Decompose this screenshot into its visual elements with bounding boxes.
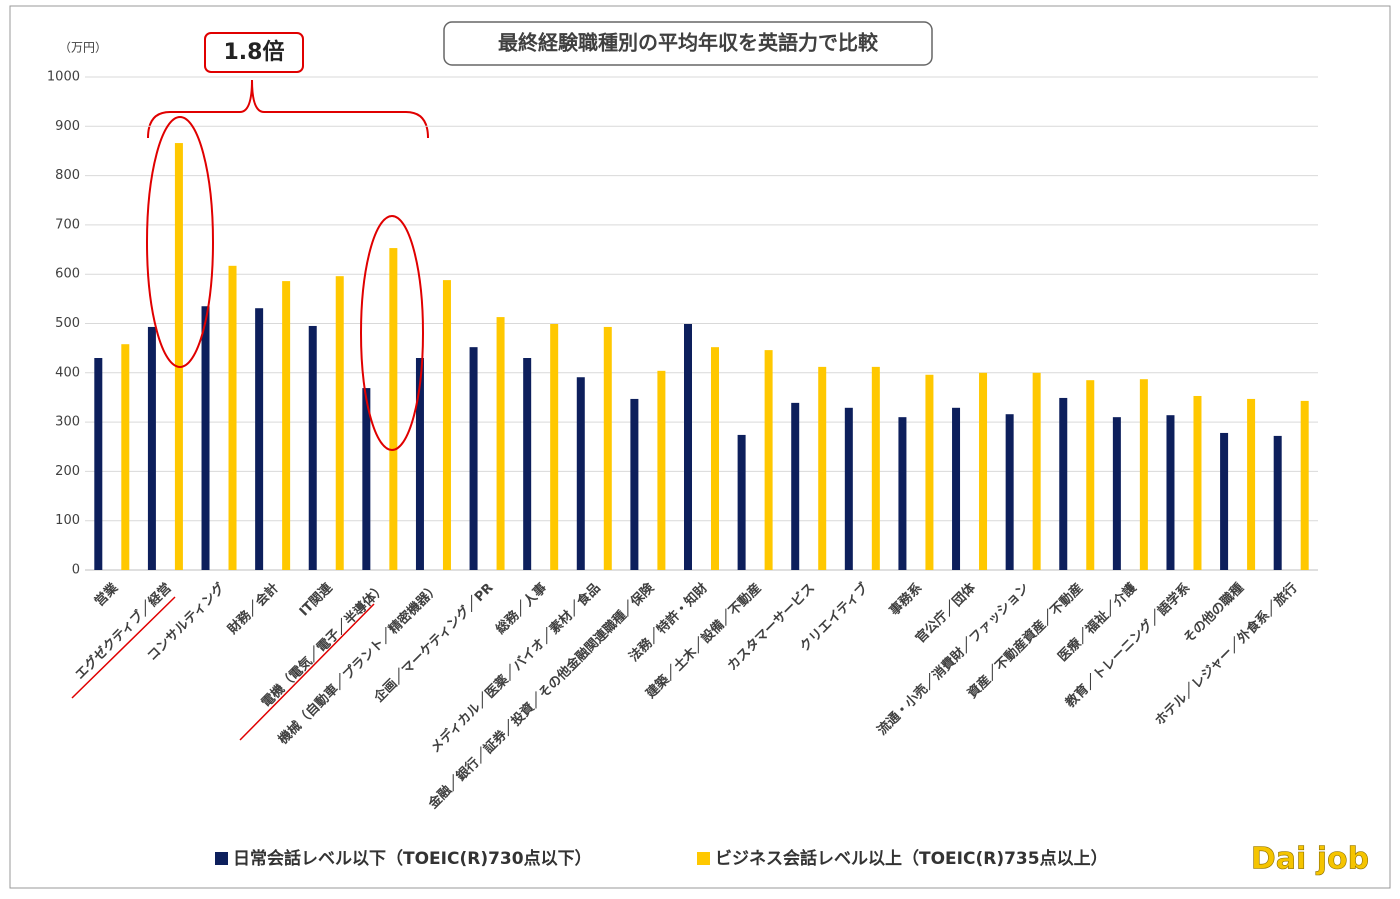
bar <box>1112 417 1121 570</box>
bar <box>201 306 210 570</box>
y-tick-label: 700 <box>55 217 80 232</box>
logo: Dai job <box>1251 842 1369 877</box>
bar <box>94 358 103 570</box>
y-tick-label: 0 <box>72 563 80 578</box>
bar <box>121 344 130 570</box>
legend-swatch <box>215 852 228 865</box>
y-tick-label: 900 <box>55 119 80 134</box>
highlight-ellipse <box>146 116 214 368</box>
underline <box>71 596 176 699</box>
y-tick-label: 200 <box>55 464 80 479</box>
legend-swatch <box>697 852 710 865</box>
bar <box>791 402 800 570</box>
frame <box>9 5 1391 889</box>
bar <box>603 326 612 570</box>
bar <box>1139 379 1148 570</box>
bar <box>818 366 827 570</box>
bar <box>871 366 880 570</box>
bar <box>925 374 934 570</box>
bar <box>1086 380 1095 570</box>
bar <box>308 325 317 570</box>
underline <box>239 603 375 741</box>
y-tick-label: 600 <box>55 267 80 282</box>
bar <box>550 323 559 570</box>
bar <box>415 358 424 570</box>
bar <box>844 407 853 570</box>
bar <box>1032 372 1041 570</box>
bar <box>1273 435 1282 570</box>
bar <box>1059 397 1068 570</box>
bar <box>764 350 773 570</box>
title-box <box>443 21 933 66</box>
bar <box>389 248 398 571</box>
bar <box>174 143 183 570</box>
brace <box>147 79 429 139</box>
y-tick-label: 800 <box>55 168 80 183</box>
bar <box>979 372 988 570</box>
y-tick-label: 100 <box>55 513 80 528</box>
bar <box>684 323 692 570</box>
bar <box>898 417 907 570</box>
legend-label: ビジネス会話レベル以上（TOEIC(R)735点以上） <box>715 848 1108 869</box>
annotation-box <box>204 32 304 73</box>
bar <box>711 347 719 570</box>
bar <box>496 317 505 570</box>
bar <box>523 358 532 570</box>
bar <box>1166 415 1175 570</box>
highlight-ellipse <box>360 215 424 451</box>
bar <box>630 398 639 570</box>
bar <box>576 377 585 570</box>
legend-label: 日常会話レベル以下（TOEIC(R)730点以下） <box>233 848 592 869</box>
bar <box>228 265 237 570</box>
y-unit: （万円） <box>59 41 107 55</box>
bar <box>442 280 451 570</box>
legend: 日常会話レベル以下（TOEIC(R)730点以下） ビジネス会話レベル以上（TOE… <box>215 848 1108 869</box>
bar <box>1193 395 1202 570</box>
bar <box>147 326 156 570</box>
y-tick-label: 1000 <box>47 70 80 85</box>
bar <box>1005 414 1014 570</box>
bar <box>282 281 291 570</box>
y-tick-label: 300 <box>55 415 80 430</box>
y-tick-label: 500 <box>55 316 80 331</box>
bar <box>952 407 961 570</box>
bar <box>657 370 666 570</box>
bar <box>255 308 264 570</box>
bar <box>1300 400 1309 570</box>
bar <box>1220 432 1229 570</box>
annotation: 1.8倍 <box>224 39 285 65</box>
bar <box>1247 398 1256 570</box>
bar <box>737 434 746 570</box>
bar <box>335 276 344 570</box>
y-tick-label: 400 <box>55 365 80 380</box>
chart-title: 最終経験職種別の平均年収を英語力で比較 <box>498 31 879 55</box>
bar <box>362 388 371 570</box>
bar <box>469 347 478 570</box>
